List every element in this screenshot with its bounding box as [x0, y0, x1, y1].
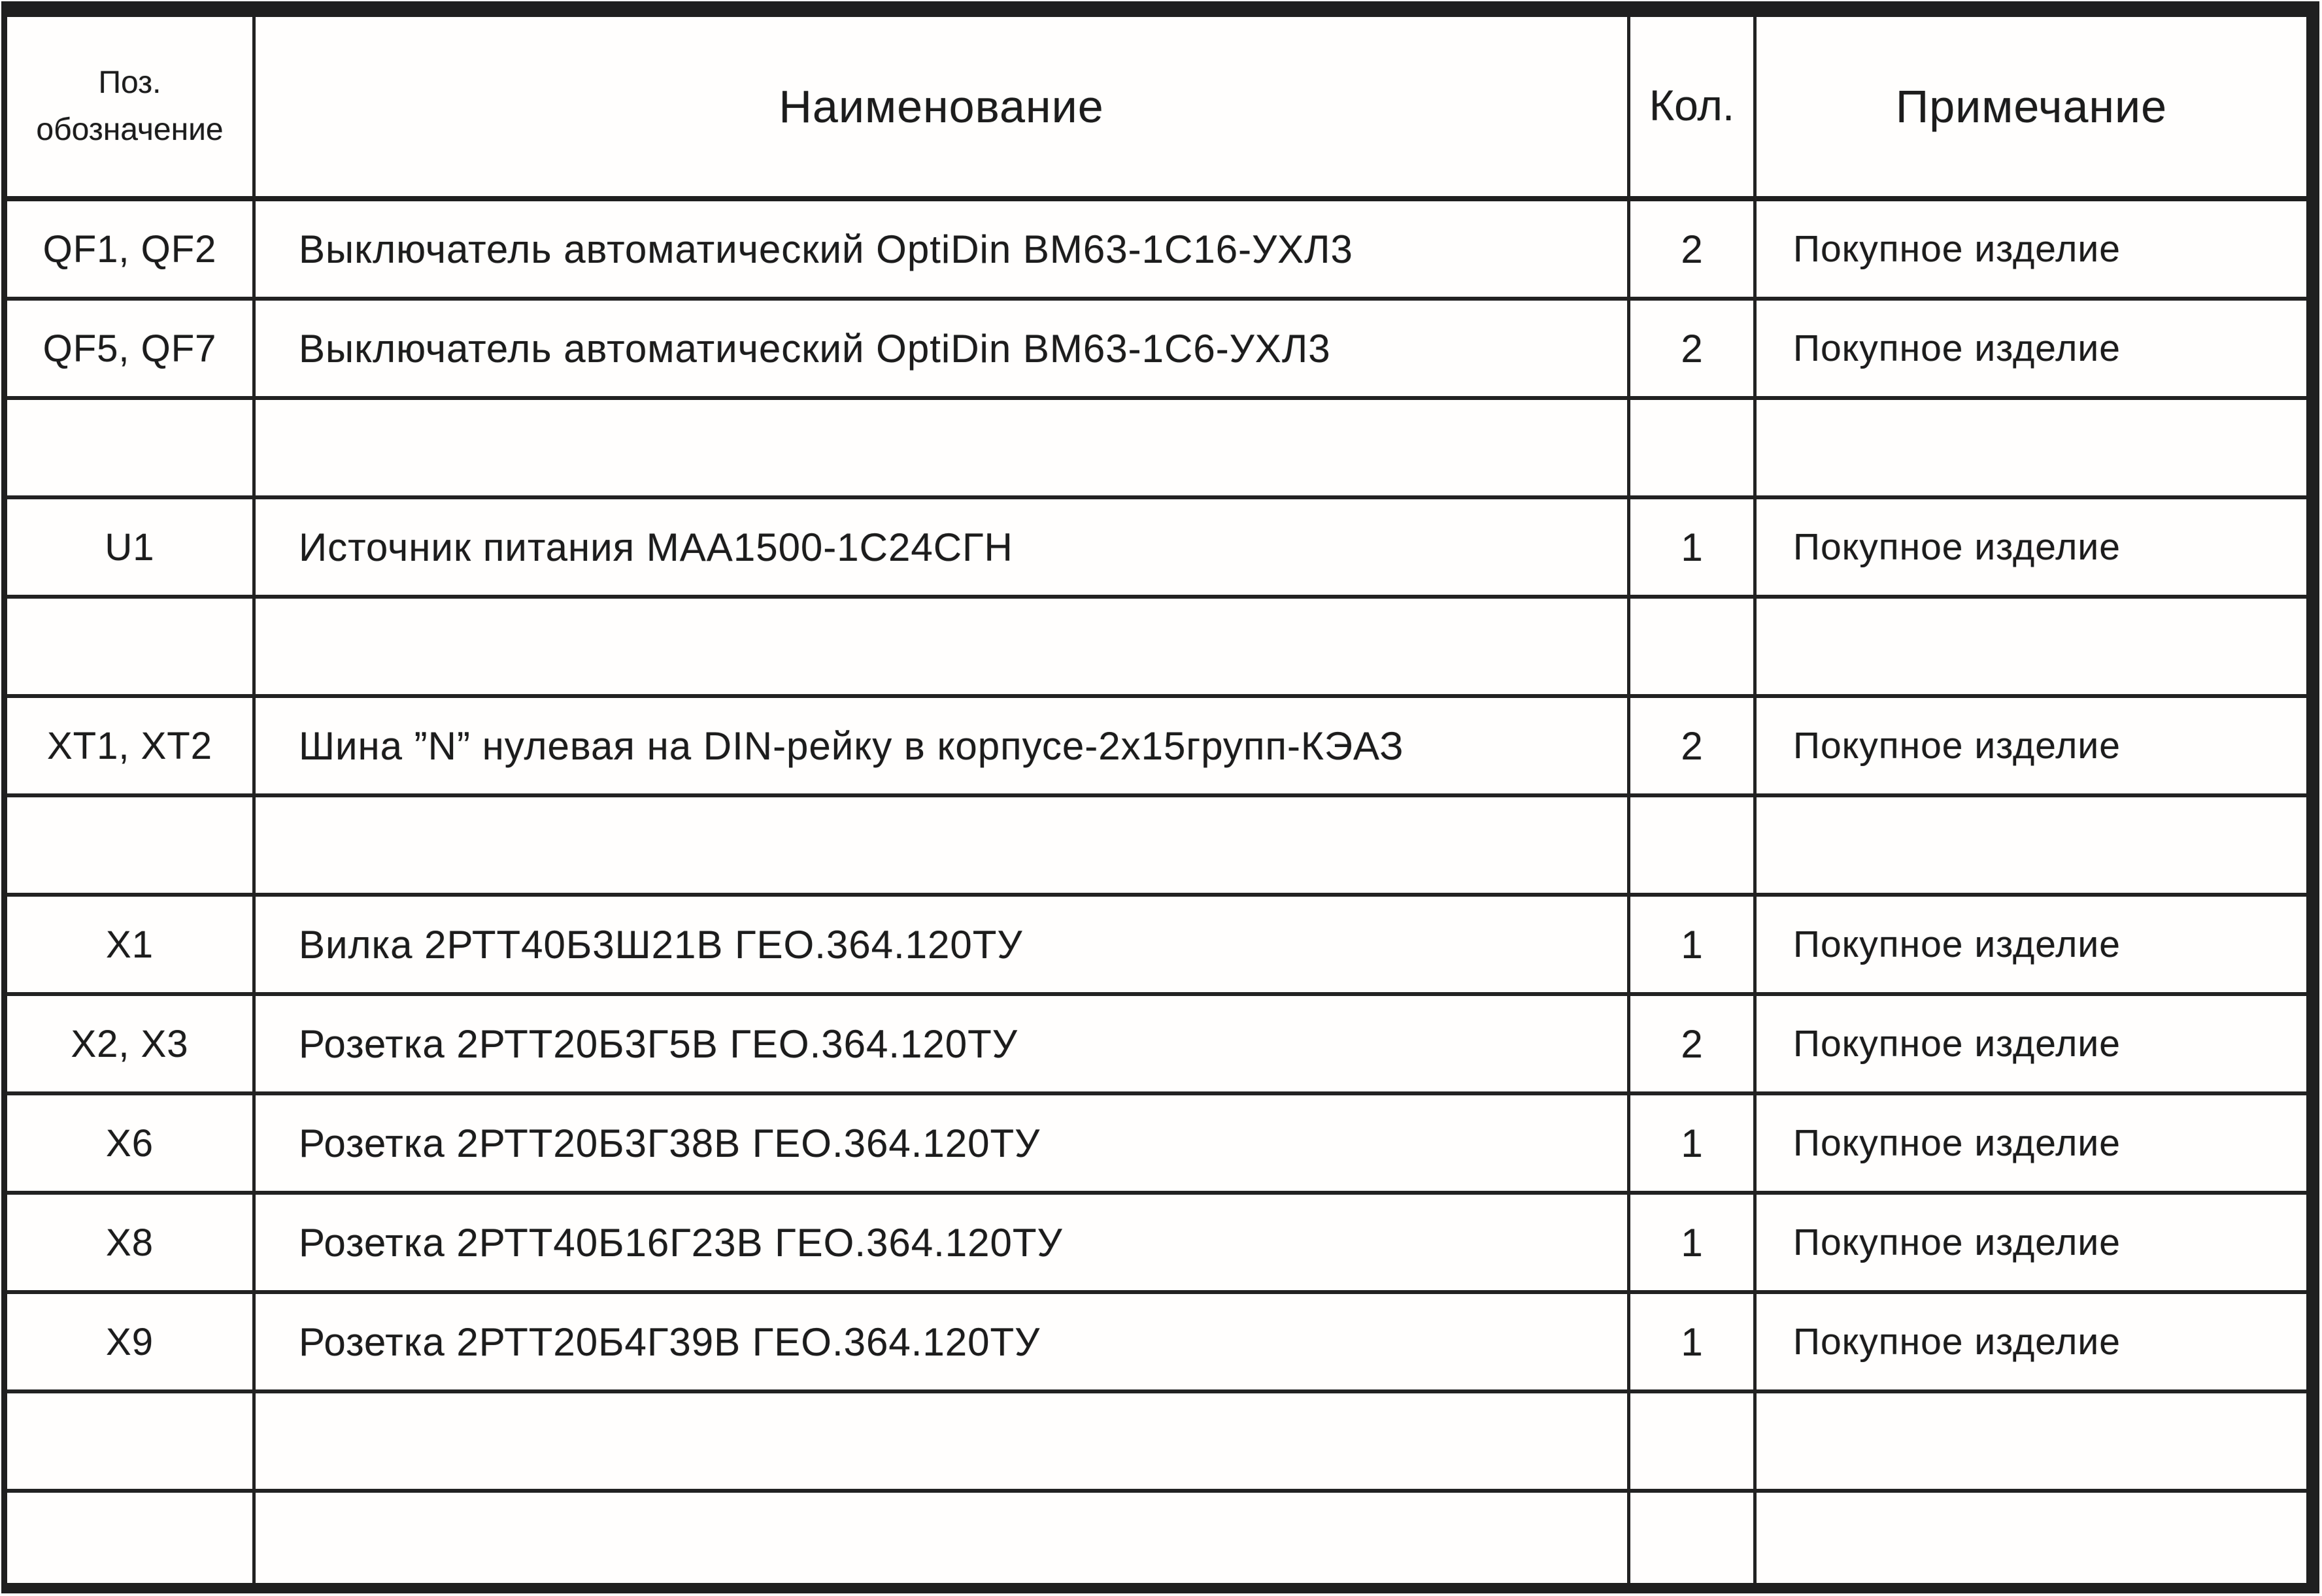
note-cell [1757, 797, 2306, 897]
name-cell: Розетка 2РТТ20Б3Г5В ГЕО.364.120ТУ [256, 996, 1630, 1095]
name-cell [256, 1493, 1630, 1583]
note-cell [1757, 400, 2306, 499]
qty-cell [1630, 797, 1757, 897]
qty-cell: 2 [1630, 201, 1757, 301]
note-cell: Покупное изделие [1757, 301, 2306, 400]
qty-cell: 2 [1630, 996, 1757, 1095]
pos-designation-cell [7, 1493, 256, 1583]
pos-designation-cell [7, 400, 256, 499]
header-pos-line1: Поз. [98, 65, 161, 100]
header-qty: Кол. [1630, 17, 1757, 201]
note-cell: Покупное изделие [1757, 1095, 2306, 1195]
pos-designation-cell [7, 599, 256, 698]
header-name: Наименование [256, 17, 1630, 201]
name-cell: Выключатель автоматический OptiDin ВМ63-… [256, 301, 1630, 400]
header-note: Примечание [1757, 17, 2306, 201]
pos-designation-cell: X8 [7, 1195, 256, 1294]
pos-designation-cell [7, 1393, 256, 1493]
name-cell: Розетка 2РТТ40Б16Г23В ГЕО.364.120ТУ [256, 1195, 1630, 1294]
note-cell: Покупное изделие [1757, 499, 2306, 599]
note-cell [1757, 1393, 2306, 1493]
pos-designation-cell: X1 [7, 897, 256, 996]
qty-cell: 2 [1630, 698, 1757, 797]
name-cell: Источник питания МАА1500-1С24СГН [256, 499, 1630, 599]
pos-designation-cell: X2, X3 [7, 996, 256, 1095]
pos-designation-cell: XT1, XT2 [7, 698, 256, 797]
note-cell: Покупное изделие [1757, 201, 2306, 301]
name-cell: Шина ”N” нулевая на DIN-рейку в корпусе-… [256, 698, 1630, 797]
qty-cell: 2 [1630, 301, 1757, 400]
note-cell [1757, 599, 2306, 698]
qty-cell [1630, 599, 1757, 698]
qty-cell: 1 [1630, 897, 1757, 996]
name-cell: Розетка 2РТТ20Б3Г38В ГЕО.364.120ТУ [256, 1095, 1630, 1195]
qty-cell: 1 [1630, 1195, 1757, 1294]
name-cell: Выключатель автоматический OptiDin ВМ63-… [256, 201, 1630, 301]
name-cell: Розетка 2РТТ20Б4Г39В ГЕО.364.120ТУ [256, 1294, 1630, 1393]
pos-designation-cell: X9 [7, 1294, 256, 1393]
qty-cell: 1 [1630, 1294, 1757, 1393]
qty-cell: 1 [1630, 1095, 1757, 1195]
qty-cell: 1 [1630, 499, 1757, 599]
name-cell [256, 400, 1630, 499]
pos-designation-cell: QF5, QF7 [7, 301, 256, 400]
note-cell: Покупное изделие [1757, 996, 2306, 1095]
pos-designation-cell [7, 797, 256, 897]
qty-cell [1630, 1393, 1757, 1493]
note-cell: Покупное изделие [1757, 698, 2306, 797]
name-cell: Вилка 2РТТ40Б3Ш21В ГЕО.364.120ТУ [256, 897, 1630, 996]
note-cell: Покупное изделие [1757, 897, 2306, 996]
name-cell [256, 1393, 1630, 1493]
pos-designation-cell: U1 [7, 499, 256, 599]
name-cell [256, 599, 1630, 698]
note-cell [1757, 1493, 2306, 1583]
header-pos-line2: обозначение [36, 112, 224, 147]
header-pos-designation: Поз. обозначение [7, 17, 256, 201]
qty-cell [1630, 400, 1757, 499]
note-cell: Покупное изделие [1757, 1294, 2306, 1393]
pos-designation-cell: QF1, QF2 [7, 201, 256, 301]
name-cell [256, 797, 1630, 897]
note-cell: Покупное изделие [1757, 1195, 2306, 1294]
pos-designation-cell: X6 [7, 1095, 256, 1195]
qty-cell [1630, 1493, 1757, 1583]
